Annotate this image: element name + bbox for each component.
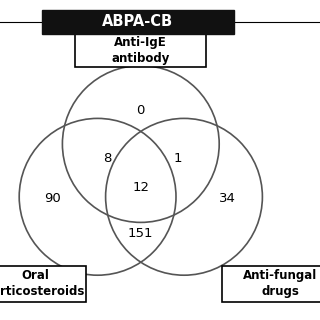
Bar [222, 266, 320, 302]
Text: 8: 8 [103, 152, 111, 165]
Bar [42, 10, 234, 34]
Text: Anti-fungal
drugs: Anti-fungal drugs [243, 269, 317, 298]
Text: Oral
corticosteroids: Oral corticosteroids [0, 269, 85, 298]
Text: 34: 34 [219, 192, 236, 205]
Text: 0: 0 [137, 104, 145, 117]
Bar [75, 34, 206, 67]
Text: 90: 90 [44, 192, 61, 205]
Text: Anti-IgE
antibody: Anti-IgE antibody [112, 36, 170, 65]
Text: ABPA-CB: ABPA-CB [102, 14, 173, 29]
Text: 151: 151 [128, 227, 154, 240]
Text: 1: 1 [173, 152, 182, 165]
Text: 12: 12 [132, 181, 149, 194]
Bar [0, 266, 86, 302]
